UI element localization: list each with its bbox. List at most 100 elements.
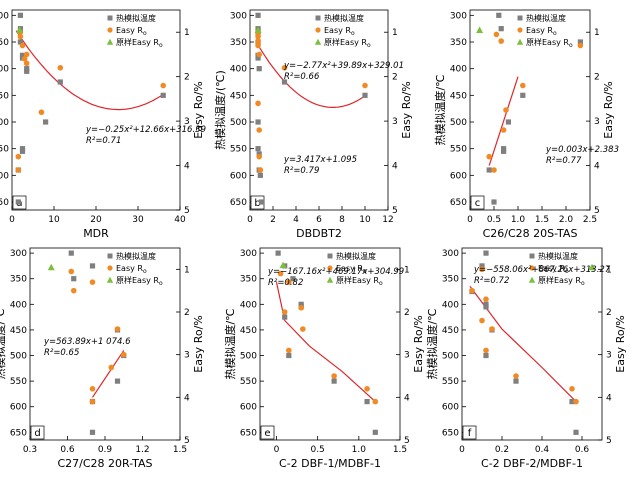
easy-ro-point <box>286 279 292 285</box>
y-left-axis-label: 热模拟温度/℃ <box>433 74 447 145</box>
y-left-tick-label: 350 <box>0 38 9 48</box>
temperature-point <box>24 68 30 74</box>
temperature-point <box>17 39 23 45</box>
legend-label: 热模拟温度 <box>526 13 566 23</box>
temperature-point <box>483 352 489 359</box>
temperature-point <box>479 263 485 269</box>
easy-ro-point <box>298 304 304 311</box>
temperature-point <box>160 92 166 98</box>
legend-subscript: o <box>143 268 147 275</box>
x-tick-label: 0 <box>247 215 253 225</box>
temperature-point <box>255 119 261 125</box>
y-left-axis-label: 热模拟温度/℃ <box>223 308 237 379</box>
x-tick-label: 2 <box>270 215 276 225</box>
easy-ro-point <box>500 127 507 133</box>
panel-letter: b <box>254 198 260 209</box>
y-right-tick-label: 5 <box>184 436 190 446</box>
easy-ro-point <box>281 64 288 71</box>
fit-equation: y=−2.77x²+39.89x+329.01 <box>283 61 404 71</box>
legend-marker-original <box>106 276 114 283</box>
fit-r2: R²=0.82 <box>268 278 303 288</box>
y-right-tick-label: 1 <box>606 265 612 275</box>
x-tick-label: 0.4 <box>535 445 550 455</box>
legend-marker-temperature <box>529 253 535 259</box>
easy-ro-point <box>573 398 579 405</box>
easy-ro-point <box>300 326 306 332</box>
legend-marker-original <box>528 276 536 283</box>
y-left-tick-label: 300 <box>450 11 467 21</box>
y-right-tick-label: 2 <box>594 73 600 83</box>
legend-label: 原样Easy Ro <box>336 275 383 287</box>
y-right-tick-label: 4 <box>404 393 410 403</box>
temperature-point <box>496 12 502 18</box>
easy-ro-point <box>255 33 261 40</box>
fit-equation: y=−167.16x²+469.17x+304.99 <box>267 267 404 277</box>
x-tick-label: 1.5 <box>535 215 549 225</box>
legend-label: Easy Ro <box>116 264 147 275</box>
legend-label: 原样Easy Ro <box>526 37 573 49</box>
y-left-tick-label: 550 <box>0 145 9 155</box>
fit-equation: y=563.89x+1 074.6 <box>43 337 131 347</box>
easy-ro-point <box>19 42 26 49</box>
panel-d: 0.3 0.6 0.9 1.2 1.5 300 350 400 450 500 550 600 650 1… <box>0 247 205 470</box>
legend-marker-temperature <box>107 253 113 259</box>
legend-label: Easy Ro <box>336 264 367 275</box>
y-right-tick-label: 2 <box>184 308 190 318</box>
x-tick-label: 1.0 <box>511 215 526 225</box>
x-tick-label: 8 <box>339 215 345 225</box>
fit-equation: y=−0.25x²+12.66x+316.39 <box>85 125 206 135</box>
easy-ro-point <box>491 167 497 173</box>
easy-ro-point <box>68 268 75 275</box>
y-left-tick-label: 300 <box>240 249 257 259</box>
y-left-tick-label: 350 <box>240 275 257 285</box>
temperature-point <box>498 26 504 32</box>
legend-subscript: o <box>351 30 355 37</box>
y-right-tick-label: 2 <box>392 73 398 83</box>
fit-r2: R²=0.77 <box>546 156 582 166</box>
legend-marker-easy-ro <box>107 27 113 33</box>
y-left-tick-label: 450 <box>0 91 9 101</box>
x-tick-label: 1.2 <box>135 445 149 455</box>
easy-ro-point <box>38 109 45 116</box>
easy-ro-point <box>479 317 485 324</box>
y-left-tick-label: 350 <box>10 275 27 285</box>
y-left-tick-label: 450 <box>240 326 257 336</box>
y-right-axis-label: Easy Ro/% <box>602 81 615 138</box>
y-left-axis-label: 热模拟温度/(℃) <box>213 70 227 150</box>
legend-marker-easy-ro <box>315 27 321 33</box>
y-right-tick-label: 1 <box>594 28 600 38</box>
x-axis-label: C-2 DBF-2/MDBF-1 <box>481 457 583 470</box>
temperature-point <box>89 429 96 435</box>
y-left-tick-label: 500 <box>240 352 257 362</box>
easy-ro-point <box>160 82 166 89</box>
fit-r2: R²=0.71 <box>86 136 121 146</box>
legend-subscript: o <box>363 268 367 275</box>
temperature-point <box>57 79 63 85</box>
y-left-tick-label: 600 <box>0 171 9 181</box>
legend-marker-original <box>106 38 114 45</box>
x-axis-label: C27/C28 20R-TAS <box>57 457 152 470</box>
fit-equation-2: y=3.417x+1.095 <box>283 155 357 165</box>
plot-frame <box>259 247 401 441</box>
panel-e: 0 0.5 1.0 1.5 300 350 400 450 500 550 600 650 1 2 3 4 5 C… <box>223 247 425 470</box>
temperature-point <box>281 79 288 85</box>
plot-frame <box>249 9 389 211</box>
y-left-tick-label: 450 <box>10 326 27 336</box>
y-left-tick-label: 350 <box>230 38 247 48</box>
legend-label: 热模拟温度 <box>116 251 156 261</box>
panel-letter: d <box>34 428 40 439</box>
temperature-point <box>24 66 30 72</box>
x-tick-label: 30 <box>132 215 144 225</box>
y-right-tick-label: 3 <box>594 117 600 127</box>
temperature-point <box>372 429 378 435</box>
easy-ro-point <box>114 326 121 332</box>
easy-ro-point <box>486 153 493 160</box>
y-right-tick-label: 4 <box>392 162 398 172</box>
legend-subscript: o <box>367 42 371 49</box>
temperature-point <box>255 12 261 18</box>
x-tick-label: 0 <box>274 445 280 455</box>
temperature-point <box>364 399 370 405</box>
legend-label: Easy Ro <box>538 264 569 275</box>
legend-label: Easy Ro <box>526 26 557 37</box>
